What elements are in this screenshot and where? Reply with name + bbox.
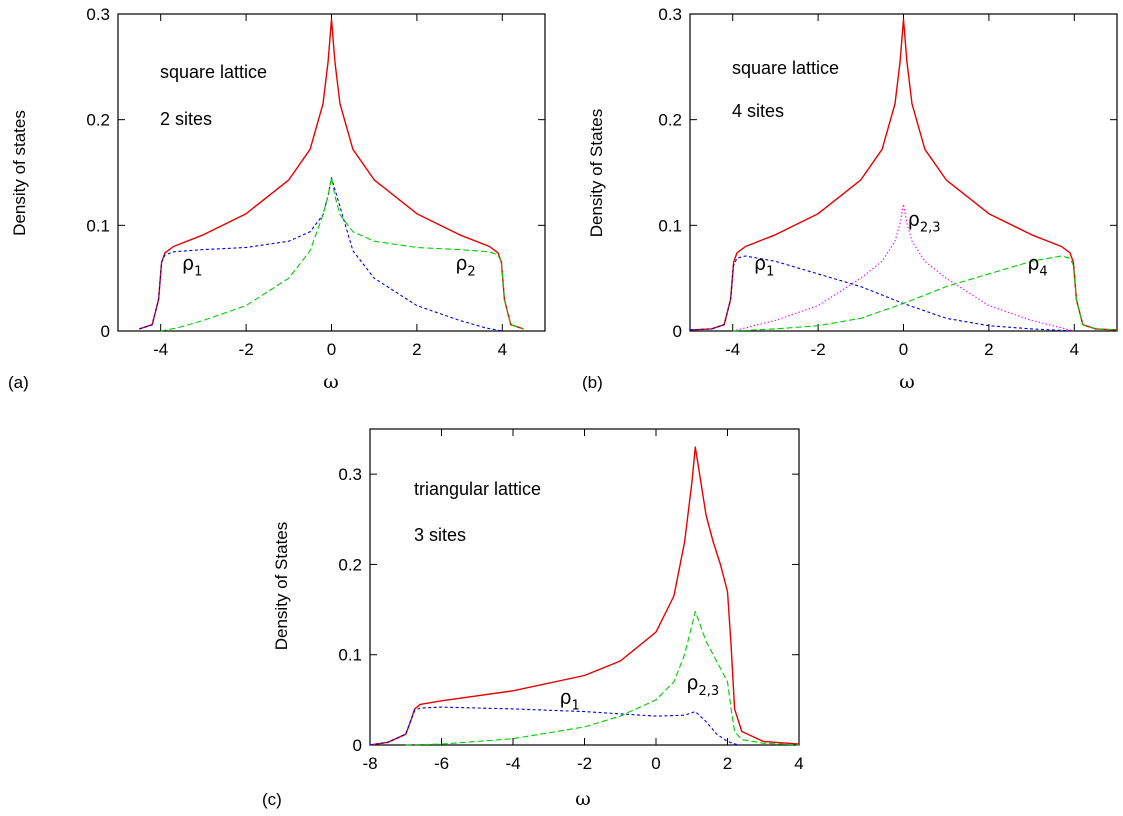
series-line-2 <box>139 177 503 332</box>
curve-label-rho-4: ρ4 <box>1027 253 1047 280</box>
x-tick-label: -4 <box>725 340 740 359</box>
y-axis-label: Density of States <box>587 109 606 238</box>
y-tick-label: 0.1 <box>658 216 682 235</box>
y-tick-label: 0.1 <box>86 216 110 235</box>
y-axis-label: Density of States <box>272 522 291 651</box>
y-tick-label: 0 <box>673 322 682 341</box>
x-tick-label: -4 <box>153 340 168 359</box>
x-tick-label: -4 <box>505 754 520 773</box>
y-tick-label: 0.1 <box>338 646 362 665</box>
y-axis-label: Density of states <box>10 110 29 236</box>
x-tick-label: 2 <box>723 754 732 773</box>
annotation-sites: 2 sites <box>160 109 212 129</box>
series-line-3 <box>160 177 524 332</box>
x-axis-label: ω <box>899 371 915 393</box>
x-tick-label: 4 <box>1070 340 1079 359</box>
y-tick-label: 0.2 <box>86 111 110 130</box>
series-line-4 <box>732 255 1118 332</box>
series-layer <box>139 18 524 332</box>
annotation-lattice: triangular lattice <box>414 479 541 499</box>
annotation-sites: 4 sites <box>732 101 784 121</box>
y-tick-label: 0 <box>353 736 362 755</box>
panel-c: -8 -6 -4 -2 0 2 4 0 0.1 0.2 0.3 triangular lattice… <box>262 428 804 810</box>
series-layer <box>369 446 800 746</box>
y-tick-label: 0.2 <box>338 555 362 574</box>
y-tick-label: 0.2 <box>658 111 682 130</box>
curve-label-rho-1: ρ1 <box>182 253 202 280</box>
x-tick-label: -6 <box>434 754 449 773</box>
axis-ticks: -4 -2 0 2 4 0 0.1 0.2 0.3 <box>86 5 545 359</box>
curve-label-rho-2,3: ρ2,3 <box>908 208 941 235</box>
annotation-lattice: square lattice <box>160 62 267 82</box>
series-line-3 <box>732 203 1075 332</box>
y-tick-label: 0.3 <box>86 5 110 24</box>
x-tick-label: 4 <box>794 754 803 773</box>
x-tick-label: 0 <box>899 340 908 359</box>
x-tick-label: 2 <box>984 340 993 359</box>
x-axis-label: ω <box>323 371 339 393</box>
panel-label: (a) <box>8 373 29 392</box>
x-tick-label: 2 <box>412 340 421 359</box>
x-tick-label: 0 <box>651 754 660 773</box>
panel-a: -4 -2 0 2 4 0 0.1 0.2 0.3 square lattice 2 sites… <box>8 5 546 393</box>
curve-labels: ρ1 ρ2 <box>182 253 476 280</box>
x-tick-label: -2 <box>239 340 254 359</box>
series-line-2 <box>369 706 739 746</box>
series-line-1 <box>369 446 800 746</box>
axis-ticks: -4 -2 0 2 4 0 0.1 0.2 0.3 <box>658 5 1117 359</box>
y-tick-label: 0.3 <box>658 5 682 24</box>
y-tick-label: 0.3 <box>338 465 362 484</box>
panel-label: (c) <box>262 790 282 809</box>
series-line-3 <box>405 610 800 746</box>
series-line-1 <box>689 18 1118 331</box>
annotation-sites: 3 sites <box>414 525 466 545</box>
x-tick-label: -2 <box>577 754 592 773</box>
curve-label-rho-1: ρ1 <box>754 253 774 280</box>
series-line-2 <box>689 255 1075 332</box>
series-line-1 <box>139 18 524 330</box>
annotation-lattice: square lattice <box>732 58 839 78</box>
panel-b: -4 -2 0 2 4 0 0.1 0.2 0.3 square lattice 4 sites… <box>582 5 1118 393</box>
axis-ticks: -8 -6 -4 -2 0 2 4 0 0.1 0.2 0.3 <box>338 429 804 773</box>
x-axis-label: ω <box>575 788 591 810</box>
curve-labels: ρ1 ρ2,3 <box>559 672 719 713</box>
y-tick-label: 0 <box>101 322 110 341</box>
x-tick-label: -2 <box>811 340 826 359</box>
curve-label-rho-2: ρ2 <box>455 253 475 280</box>
series-layer <box>689 18 1118 332</box>
curve-label-rho-1: ρ1 <box>559 686 579 713</box>
x-tick-label: 4 <box>498 340 507 359</box>
x-tick-label: -8 <box>362 754 377 773</box>
panel-label: (b) <box>582 373 603 392</box>
x-tick-label: 0 <box>327 340 336 359</box>
curve-label-rho-2,3: ρ2,3 <box>686 672 719 699</box>
